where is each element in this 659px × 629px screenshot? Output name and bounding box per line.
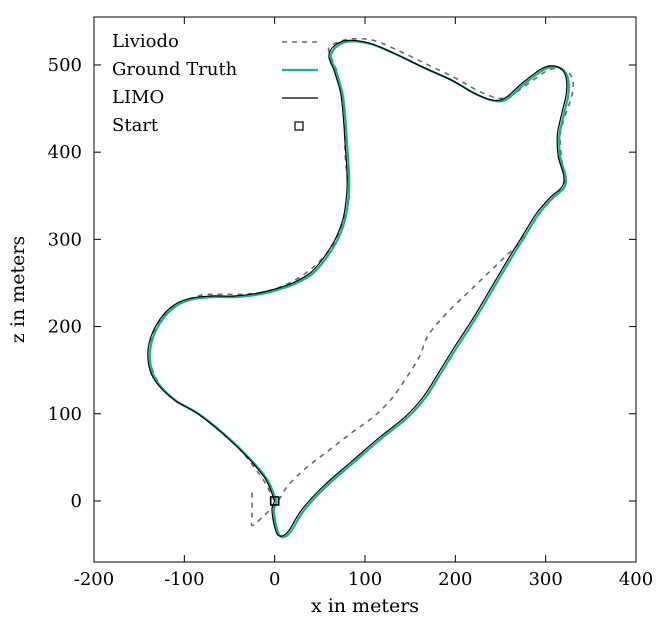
- series-ground-truth-line: [148, 40, 570, 539]
- x-tick-label: 400: [619, 569, 653, 590]
- x-tick-label: 100: [348, 569, 382, 590]
- x-tick-label: 0: [269, 569, 280, 590]
- x-tick-label: -100: [164, 569, 204, 590]
- y-axis-ticks: 0 100 200 300 400 500: [48, 55, 636, 512]
- legend-swatch-start: [294, 121, 304, 131]
- series-layer: [147, 37, 575, 539]
- start-marker: [269, 496, 280, 506]
- x-axis-label: x in meters: [311, 595, 419, 617]
- x-tick-label: 200: [438, 569, 472, 590]
- x-tick-label: -200: [74, 569, 114, 590]
- legend-label-liviodo: Liviodo: [112, 31, 179, 52]
- y-tick-label: 500: [48, 55, 82, 76]
- x-tick-label: 300: [528, 569, 562, 590]
- y-tick-label: 100: [48, 404, 82, 425]
- legend-label-limo: LIMO: [112, 87, 164, 108]
- y-axis-label: z in meters: [7, 236, 29, 343]
- y-tick-label: 400: [48, 142, 82, 163]
- y-tick-label: 200: [48, 317, 82, 338]
- y-tick-label: 300: [48, 229, 82, 250]
- y-tick-label: 0: [71, 491, 82, 512]
- x-axis-ticks: -200 -100 0 100 200 300 400: [74, 17, 653, 590]
- legend-label-start: Start: [112, 115, 159, 136]
- series-limo-line: [147, 39, 568, 537]
- plot-frame: [93, 16, 637, 563]
- legend: Liviodo Ground Truth LIMO Start: [112, 31, 318, 136]
- legend-label-ground-truth: Ground Truth: [112, 59, 238, 80]
